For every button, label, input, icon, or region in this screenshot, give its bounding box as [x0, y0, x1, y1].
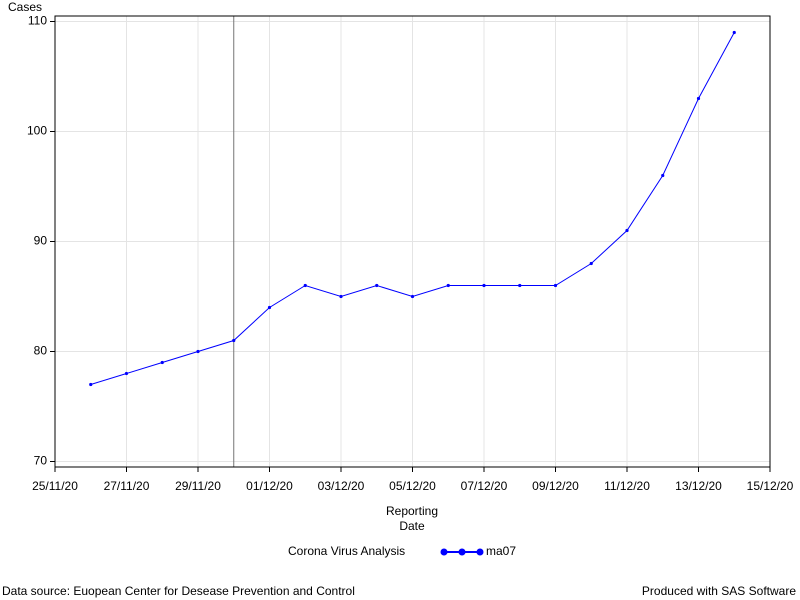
- point: [410, 294, 415, 299]
- point: [89, 382, 93, 387]
- point: [232, 338, 236, 343]
- x-tick-label: 09/12/20: [532, 479, 579, 493]
- y-tick-label: 110: [28, 14, 47, 28]
- y-tick-label: 100: [27, 124, 47, 138]
- point: [267, 305, 272, 310]
- y-tick-label: 90: [34, 234, 48, 248]
- point: [303, 283, 307, 288]
- point: [518, 283, 522, 288]
- x-tick-label: 07/12/20: [461, 479, 508, 493]
- point: [661, 173, 665, 178]
- point: [339, 294, 343, 299]
- point: [625, 228, 629, 233]
- plot-frame: [54, 15, 771, 468]
- point: [732, 30, 736, 35]
- point: [375, 283, 379, 288]
- x-tick-label: 29/11/20: [175, 479, 221, 493]
- point: [446, 283, 450, 288]
- point: [589, 261, 593, 266]
- x-tick-label: 03/12/20: [318, 479, 365, 493]
- point: [196, 349, 200, 354]
- point: [124, 371, 129, 376]
- x-tick-label: 05/12/20: [389, 479, 436, 493]
- y-tick-label: 80: [34, 344, 48, 358]
- y-tick-label: 70: [34, 454, 48, 468]
- x-tick-label: 15/12/20: [747, 479, 794, 493]
- legend-label: ma07: [486, 544, 516, 558]
- legend-swatch: [440, 548, 448, 556]
- x-tick-label: 01/12/20: [246, 479, 293, 493]
- point: [696, 96, 701, 101]
- x-tick-label: 11/12/20: [604, 479, 650, 493]
- x-tick-label: 25/11/20: [32, 479, 78, 493]
- x-tick-label: 27/11/20: [104, 479, 150, 493]
- point: [482, 283, 486, 288]
- point: [160, 360, 164, 365]
- legend-title: Corona Virus Analysis: [288, 544, 405, 558]
- x-tick-label: 13/12/20: [675, 479, 722, 493]
- legend-swatch: [458, 548, 466, 556]
- y-axis-label: Cases: [8, 0, 42, 14]
- x-axis-label: Reporting Date: [385, 504, 439, 533]
- legend-swatch: [476, 548, 484, 556]
- point: [553, 283, 558, 288]
- footnote: Produced with SAS Software: [642, 584, 796, 598]
- footnote: Data source: Euopean Center for Desease …: [2, 584, 355, 598]
